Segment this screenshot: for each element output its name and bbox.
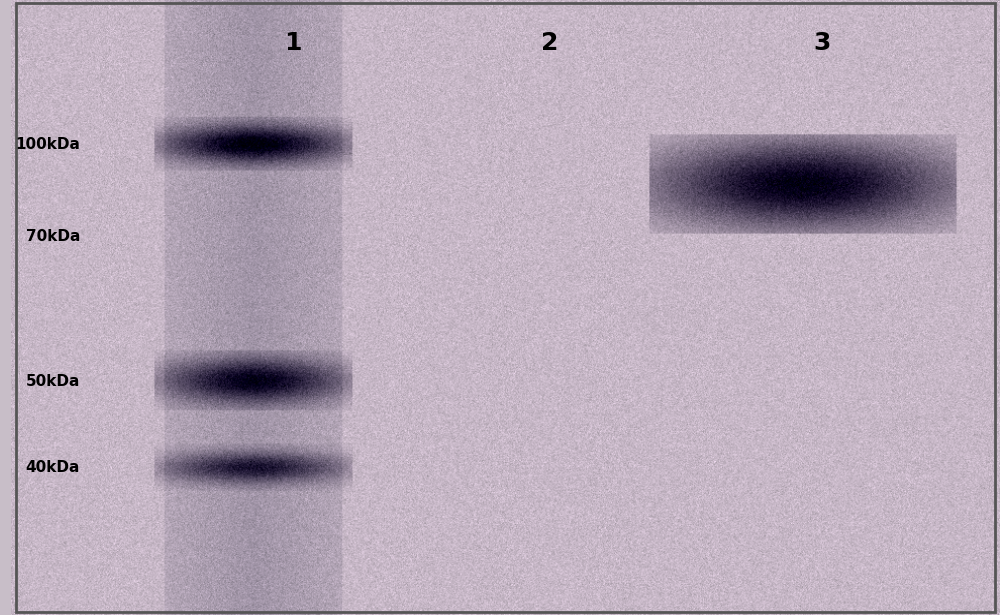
Text: 50kDa: 50kDa bbox=[26, 374, 80, 389]
Text: 100kDa: 100kDa bbox=[15, 137, 80, 152]
Text: 3: 3 bbox=[813, 31, 831, 55]
Text: 1: 1 bbox=[284, 31, 301, 55]
Text: 2: 2 bbox=[541, 31, 559, 55]
Text: 70kDa: 70kDa bbox=[26, 229, 80, 244]
Text: 40kDa: 40kDa bbox=[26, 460, 80, 475]
